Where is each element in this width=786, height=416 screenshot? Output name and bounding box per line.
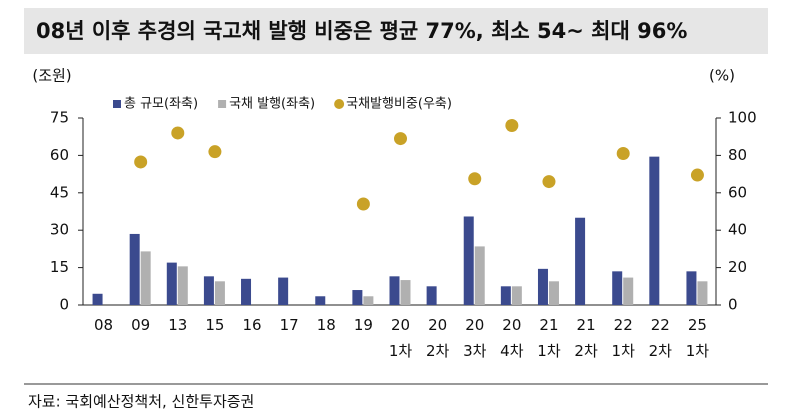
x-tick-label: 20 2차 [426,316,450,360]
y2-tick-label: 40 [728,221,747,239]
legend-label: 국채 발행(좌축) [229,96,315,112]
bar [697,281,708,305]
bar [177,266,188,305]
bar [649,156,660,305]
bar [500,286,511,305]
bar [241,278,252,305]
y-tick-label: 45 [50,183,69,201]
x-tick-label: 20 1차 [389,316,413,360]
bar [140,251,151,305]
bar [612,271,623,305]
bar [623,277,634,305]
x-tick-label: 17 [280,316,299,334]
x-tick-label: 16 [242,316,261,334]
dot [134,155,148,169]
bar [363,296,374,305]
legend-label: 국채발행비중(우축) [346,96,452,112]
x-tick-label: 22 2차 [649,316,673,360]
y2-tick-label: 60 [728,183,747,201]
dot [171,126,185,140]
y-tick-label: 30 [50,221,69,239]
dot [208,145,222,159]
legend-swatch [334,99,345,109]
y2-tick-label: 20 [728,258,747,276]
bar [389,276,400,305]
legend-label: 총 규모(좌축) [124,97,198,112]
y-tick-label: 60 [50,146,69,164]
x-tick-label: 21 1차 [537,316,561,360]
bar [537,268,548,305]
bar [575,217,586,305]
dot [394,132,407,146]
source: 자료: 국회예산정책처, 신한투자증권 [28,393,254,411]
y2-tick-label: 80 [728,146,747,164]
bar [400,280,411,305]
legend-swatch [113,100,121,108]
x-tick-label: 09 [131,316,150,334]
x-tick-label: 13 [168,316,187,334]
x-tick-label: 20 3차 [463,316,487,360]
x-tick-label: 22 1차 [612,316,636,360]
y2-tick-label: 0 [728,296,738,314]
bar [352,290,363,305]
x-tick-label: 15 [205,316,224,334]
bar [129,233,140,305]
y-tick-label: 15 [50,258,69,276]
x-tick-label: 19 [354,316,373,334]
x-tick-label: 21 2차 [574,316,598,360]
x-tick-label: 25 1차 [686,316,710,360]
bar [548,281,559,305]
y-tick-label: 75 [50,109,69,127]
bar [474,246,485,305]
bar [166,262,177,305]
bar [315,296,326,305]
y-tick-label: 0 [59,296,69,314]
bar [426,286,437,305]
dot [356,197,370,211]
x-tick-label: 08 [94,316,113,334]
chart-title: 08년 이후 추경의 국고채 발행 비중은 평균 77%, 최소 54~ 최대 … [36,19,687,43]
dot [505,118,519,132]
dot [616,147,630,161]
x-tick-label: 18 [317,316,336,334]
bar [92,293,103,305]
bar [203,276,214,305]
title-bar [24,8,768,54]
x-tick-label: 20 4차 [500,316,524,360]
y2-tick-label: 100 [728,109,757,127]
y2-axis-label: (%) [709,67,735,85]
legend-swatch [218,100,227,108]
bar [278,277,289,305]
bar [686,271,697,305]
bar [463,216,474,305]
bar [511,286,522,305]
bar [214,281,225,305]
y-axis-label: (조원) [32,67,71,85]
dot [690,168,704,182]
dot [542,175,556,189]
dot [468,172,482,186]
